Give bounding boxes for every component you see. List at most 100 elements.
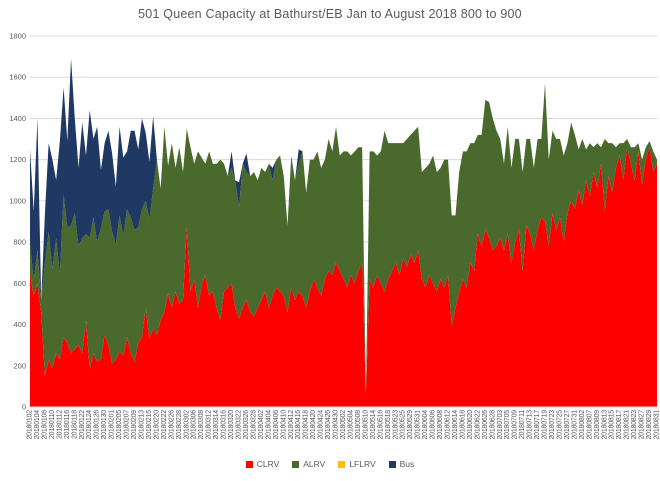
- x-axis-label: 20180731: [571, 410, 578, 440]
- x-axis-label: 20180222: [161, 410, 168, 440]
- x-axis-label: 20180802: [579, 410, 586, 440]
- area-series-clrv: [30, 147, 657, 408]
- legend-label: CLRV: [256, 459, 280, 469]
- x-axis-label: 20180306: [191, 410, 198, 440]
- x-axis-label: 20180322: [236, 410, 243, 440]
- legend-swatch: [388, 460, 396, 468]
- x-axis-label: 20180807: [586, 410, 593, 440]
- x-axis-label: 20180827: [639, 410, 646, 440]
- x-axis-label: 20180110: [49, 410, 56, 439]
- x-axis-label: 20180124: [86, 410, 93, 440]
- x-axis-label: 20180809: [594, 410, 601, 440]
- x-axis-label: 20180118: [71, 410, 78, 439]
- x-axis-label: 20180404: [265, 410, 272, 440]
- x-axis-label: 20180829: [646, 410, 653, 440]
- x-axis-label: 20180502: [340, 410, 347, 440]
- legend-item-alrv: ALRV: [292, 459, 325, 469]
- x-axis-label: 20180608: [437, 410, 444, 440]
- y-axis-label: 800: [13, 238, 26, 247]
- x-axis-label: 20180410: [280, 410, 287, 440]
- x-axis-label: 20180213: [138, 410, 145, 440]
- x-axis-label: 20180209: [131, 410, 138, 440]
- x-axis-label: 20180510: [362, 410, 369, 440]
- x-axis-label: 20180622: [474, 410, 481, 440]
- x-axis-label: 20180122: [79, 410, 86, 440]
- y-axis-label: 1000: [9, 196, 26, 205]
- x-axis-label: 20180831: [654, 410, 660, 440]
- x-axis-label: 20180612: [445, 410, 452, 440]
- legend-label: LFLRV: [349, 459, 376, 469]
- x-axis-label: 20180326: [243, 410, 250, 440]
- x-axis-label: 20180328: [250, 410, 257, 440]
- x-axis-label: 20180709: [512, 410, 519, 440]
- chart-title: 501 Queen Capacity at Bathurst/EB Jan to…: [138, 7, 522, 21]
- legend-label: Bus: [399, 459, 415, 469]
- area-series-alrv: [30, 83, 657, 395]
- x-axis-label: 20180104: [34, 410, 41, 440]
- x-axis-label: 20180717: [534, 410, 541, 440]
- y-axis-label: 0: [22, 403, 26, 412]
- x-axis-label: 20180719: [542, 410, 549, 440]
- legend-item-clrv: CLRV: [245, 459, 280, 469]
- x-axis-label: 20180523: [392, 410, 399, 440]
- x-axis-label: 20180228: [176, 410, 183, 440]
- x-axis-label: 20180308: [198, 410, 205, 440]
- x-axis-label: 20180426: [325, 410, 332, 440]
- legend-label: ALRV: [303, 459, 326, 469]
- x-axis-label: 20180220: [153, 410, 160, 440]
- y-axis-label: 1800: [9, 32, 26, 41]
- x-axis-label: 20180201: [109, 410, 116, 440]
- x-axis-label: 20180727: [564, 410, 571, 440]
- x-axis-label: 20180516: [377, 410, 384, 440]
- x-axis-label: 20180215: [146, 410, 153, 440]
- x-axis-label: 20180604: [422, 410, 429, 440]
- x-axis-label: 20180504: [347, 410, 354, 440]
- x-axis-label: 20180518: [385, 410, 392, 440]
- x-axis-label: 20180628: [489, 410, 496, 440]
- x-axis-label: 20180420: [310, 410, 317, 440]
- x-axis-label: 20180620: [467, 410, 474, 440]
- x-axis-label: 20180108: [41, 410, 48, 440]
- legend: CLRV ALRV LFLRV Bus: [0, 459, 660, 469]
- x-axis-label: 20180112: [56, 410, 63, 439]
- x-axis-label: 20180823: [631, 410, 638, 440]
- x-axis-label: 20180725: [556, 410, 563, 440]
- y-axis-label: 200: [13, 361, 26, 370]
- x-axis-label: 20180606: [430, 410, 437, 440]
- x-axis-label: 20180821: [624, 410, 631, 440]
- x-axis-label: 20180705: [504, 410, 511, 440]
- y-axis-label: 600: [13, 279, 26, 288]
- x-axis-label: 20180703: [497, 410, 504, 440]
- legend-swatch: [292, 460, 300, 468]
- x-axis-label: 20180618: [459, 410, 466, 440]
- x-axis-label: 20180713: [527, 410, 534, 440]
- x-axis-label: 20180614: [452, 410, 459, 440]
- x-axis-label: 20180711: [519, 410, 526, 439]
- y-axis-label: 1400: [9, 114, 26, 123]
- x-axis-label: 20180525: [400, 410, 407, 440]
- x-axis-label: 20180226: [168, 410, 175, 440]
- y-axis-label: 1200: [9, 155, 26, 164]
- x-axis-label: 20180406: [273, 410, 280, 440]
- x-axis-label: 20180402: [258, 410, 265, 440]
- x-axis-label: 20180302: [183, 410, 190, 440]
- x-axis-label: 20180205: [116, 410, 123, 440]
- legend-swatch: [245, 460, 253, 468]
- x-axis-label: 20180207: [124, 410, 131, 440]
- x-axis-label: 20180514: [370, 410, 377, 440]
- x-axis-label: 20180418: [303, 410, 310, 440]
- x-axis-label: 20180102: [27, 410, 34, 440]
- x-axis-label: 20180815: [609, 410, 616, 440]
- legend-item-lflrv: LFLRV: [338, 459, 376, 469]
- x-axis-label: 20180130: [101, 410, 108, 440]
- x-axis-label: 20180314: [213, 410, 220, 440]
- x-axis-label: 20180412: [288, 410, 295, 440]
- x-axis-label: 20180531: [415, 410, 422, 440]
- x-axis-label: 20180626: [482, 410, 489, 440]
- x-axis-label: 20180813: [601, 410, 608, 440]
- x-axis-label: 20180416: [295, 410, 302, 440]
- x-axis-label: 20180529: [407, 410, 414, 440]
- x-axis-label: 20180430: [333, 410, 340, 440]
